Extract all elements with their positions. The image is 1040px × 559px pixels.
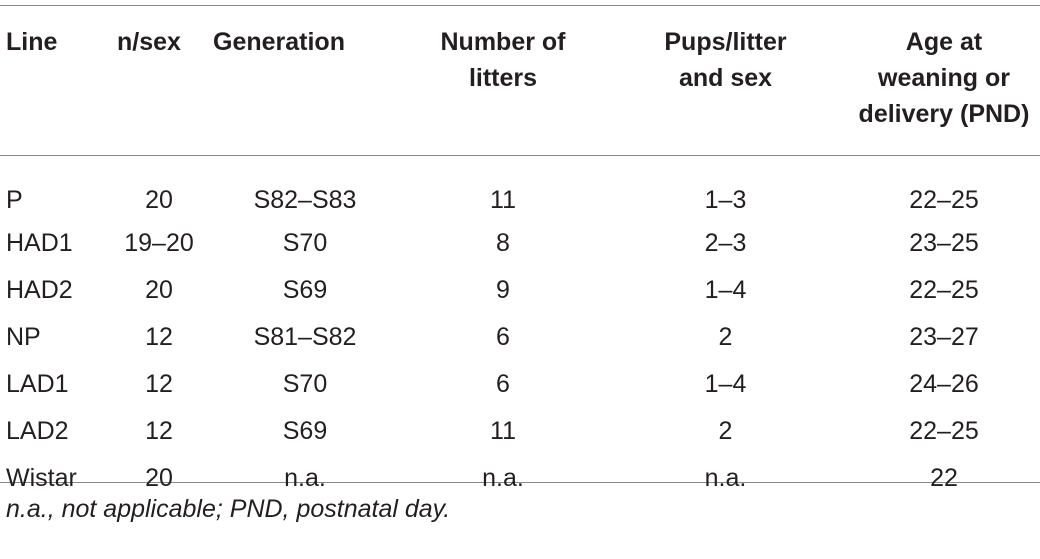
table-cell: 12 bbox=[145, 417, 173, 445]
data-table: Line n/sex Generation Number of litters … bbox=[0, 6, 1040, 502]
header-generation-text: Generation bbox=[213, 28, 345, 56]
table-cell: 12 bbox=[145, 323, 173, 351]
bottom-rule bbox=[0, 482, 1040, 483]
table-cell: LAD1 bbox=[6, 370, 69, 398]
table-cell: 22–25 bbox=[909, 417, 979, 445]
header-n-sex: n/sex bbox=[111, 6, 207, 173]
table-cell: S69 bbox=[282, 276, 328, 304]
table-cell: S70 bbox=[282, 229, 328, 257]
table-cell: NP bbox=[6, 323, 41, 351]
table-cell: 22 bbox=[930, 464, 958, 492]
table-cell: 9 bbox=[496, 276, 510, 304]
header-pups-line2: and sex bbox=[678, 64, 773, 92]
table-row: LAD1 12 S70 6 1–4 24–26 bbox=[0, 361, 1040, 408]
header-row: Line n/sex Generation Number of litters … bbox=[0, 6, 1040, 173]
table-cell: 1–4 bbox=[704, 276, 747, 304]
table-cell: 23–25 bbox=[909, 229, 979, 257]
table-cell: Wistar bbox=[6, 464, 77, 492]
table-cell: S81–S82 bbox=[253, 323, 357, 351]
table-cell: P bbox=[6, 186, 23, 214]
table-cell: 2–3 bbox=[704, 229, 747, 257]
table-cell: n.a. bbox=[482, 464, 524, 492]
table-cell: 2 bbox=[718, 323, 733, 351]
table-row: P 20 S82–S83 11 1–3 22–25 bbox=[0, 173, 1040, 220]
table-body: P 20 S82–S83 11 1–3 22–25 HAD1 19–20 S70 8 2–3 23–2… bbox=[0, 173, 1040, 502]
table-row: HAD2 20 S69 9 1–4 22–25 bbox=[0, 267, 1040, 314]
table-cell: n.a. bbox=[704, 464, 747, 492]
header-age-line1: Age at bbox=[905, 28, 983, 56]
header-n-sex-text: n/sex bbox=[117, 28, 181, 56]
header-litters-line2: litters bbox=[468, 64, 538, 92]
table-cell: 23–27 bbox=[909, 323, 979, 351]
table-row: HAD1 19–20 S70 8 2–3 23–25 bbox=[0, 220, 1040, 267]
header-age-line3: delivery (PND) bbox=[858, 100, 1030, 128]
table-cell: S69 bbox=[282, 417, 328, 445]
header-age-line2: weaning or bbox=[878, 64, 1010, 92]
table-cell: 20 bbox=[145, 464, 173, 492]
header-age: Age at weaning or delivery (PND) bbox=[848, 6, 1040, 173]
table-cell: 6 bbox=[496, 323, 510, 351]
header-number-of-litters: Number of litters bbox=[403, 6, 603, 173]
table-cell: 11 bbox=[490, 186, 516, 214]
table-cell: 8 bbox=[496, 229, 510, 257]
header-line-text: Line bbox=[6, 28, 58, 56]
table-row: LAD2 12 S69 11 2 22–25 bbox=[0, 408, 1040, 455]
table-cell: HAD1 bbox=[6, 229, 73, 257]
table-cell: HAD2 bbox=[6, 276, 73, 304]
table-cell: 22–25 bbox=[909, 186, 979, 214]
table-cell: 20 bbox=[145, 186, 173, 214]
table-row: Wistar 20 n.a. n.a. n.a. 22 bbox=[0, 455, 1040, 502]
table-cell: LAD2 bbox=[6, 417, 69, 445]
header-pups-line1: Pups/litter bbox=[664, 28, 787, 56]
header-line: Line bbox=[0, 6, 111, 173]
table-cell: S70 bbox=[282, 370, 328, 398]
table-cell: 1–4 bbox=[704, 370, 747, 398]
header-generation: Generation bbox=[207, 6, 403, 173]
table-cell: S82–S83 bbox=[253, 186, 357, 214]
header-rule bbox=[0, 155, 1040, 156]
table-row: NP 12 S81–S82 6 2 23–27 bbox=[0, 314, 1040, 361]
header-pups-litter: Pups/litter and sex bbox=[603, 6, 848, 173]
table-cell: 11 bbox=[490, 417, 516, 445]
table-cell: 2 bbox=[718, 417, 733, 445]
top-rule bbox=[0, 5, 1040, 6]
header-litters-line1: Number of bbox=[440, 28, 566, 56]
table-cell: 20 bbox=[145, 276, 173, 304]
table-cell: 12 bbox=[145, 370, 173, 398]
table-cell: n.a. bbox=[284, 464, 326, 492]
table-cell: 22–25 bbox=[909, 276, 979, 304]
table-cell: 19–20 bbox=[124, 229, 194, 257]
table-cell: 1–3 bbox=[704, 186, 747, 214]
table-cell: 6 bbox=[496, 370, 510, 398]
table-footnote: n.a., not applicable; PND, postnatal day… bbox=[6, 495, 451, 523]
table-cell: 24–26 bbox=[909, 370, 979, 398]
